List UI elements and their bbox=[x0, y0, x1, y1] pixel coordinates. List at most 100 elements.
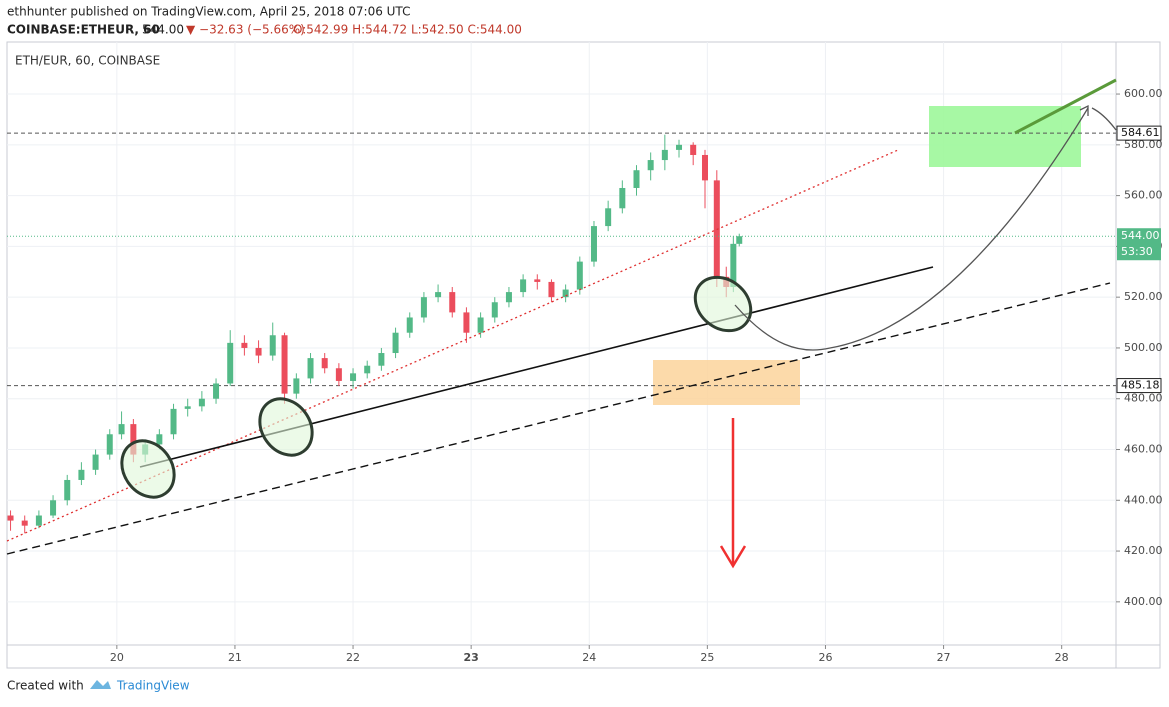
candle-body bbox=[364, 365, 371, 374]
candle-body bbox=[590, 226, 597, 262]
candle-body bbox=[406, 317, 413, 333]
y-tick-label: 400.00 bbox=[1124, 595, 1163, 608]
x-tick-label: 20 bbox=[110, 651, 124, 664]
y-tick-label: 440.00 bbox=[1124, 493, 1163, 506]
candle-body bbox=[676, 144, 683, 150]
frame bbox=[6, 41, 1161, 669]
candle-body bbox=[35, 515, 42, 526]
candle-body bbox=[213, 383, 220, 399]
level-label: 584.61 bbox=[1121, 126, 1160, 139]
candle-body bbox=[50, 500, 57, 516]
candle-body bbox=[156, 434, 163, 445]
y-tick-label: 580.00 bbox=[1124, 138, 1163, 151]
candle-body bbox=[106, 434, 113, 455]
x-tick-label: 23 bbox=[463, 651, 478, 664]
last-price-label: 544.00 bbox=[1121, 229, 1160, 242]
y-tick-label: 500.00 bbox=[1124, 341, 1163, 354]
target-line bbox=[1014, 78, 1117, 135]
candle-body bbox=[118, 424, 125, 435]
candle-body bbox=[255, 347, 262, 356]
candle-body bbox=[690, 144, 697, 155]
chart-title: ETH/EUR, 60, COINBASE bbox=[15, 54, 160, 68]
x-tick-label: 27 bbox=[937, 651, 951, 664]
x-tick-label: 21 bbox=[228, 651, 242, 664]
candle-body bbox=[449, 292, 456, 313]
y-tick-label: 560.00 bbox=[1124, 189, 1163, 202]
highlight bbox=[693, 275, 753, 333]
candle-body bbox=[633, 170, 640, 188]
candle-body bbox=[505, 292, 512, 303]
candle-body bbox=[491, 302, 498, 318]
x-tick-label: 24 bbox=[582, 651, 596, 664]
candle-body bbox=[435, 292, 442, 298]
y-tick-label: 460.00 bbox=[1124, 443, 1163, 456]
channel-line bbox=[6, 282, 1111, 555]
candle-body bbox=[576, 261, 583, 290]
candle-body bbox=[520, 279, 527, 293]
candle-body bbox=[605, 208, 612, 227]
highlight bbox=[258, 397, 314, 457]
candle-body bbox=[184, 406, 191, 409]
candle-body bbox=[269, 335, 276, 356]
last: 544.00 bbox=[142, 23, 184, 37]
highlight bbox=[120, 439, 176, 499]
candle-body bbox=[335, 368, 342, 381]
candle-body bbox=[661, 149, 668, 161]
down-arrow-head bbox=[719, 545, 747, 569]
candle-body bbox=[548, 281, 555, 298]
y-tick-label: 600.00 bbox=[1124, 87, 1163, 100]
candle-body bbox=[78, 469, 85, 480]
y-tick-label: 520.00 bbox=[1124, 290, 1163, 303]
candle-body bbox=[130, 424, 137, 455]
y-tick-label: 420.00 bbox=[1124, 544, 1163, 557]
candle-body bbox=[736, 236, 743, 244]
symbol: COINBASE:ETHEUR, 60 bbox=[7, 23, 160, 37]
footer-text: Created with bbox=[7, 679, 84, 693]
countdown: 53:30 bbox=[1121, 245, 1153, 258]
arrow-head bbox=[1079, 104, 1089, 116]
candle-body bbox=[420, 297, 427, 318]
ohlc: O:542.99 H:544.72 L:542.50 C:544.00 bbox=[293, 23, 522, 37]
candle-body bbox=[701, 154, 708, 181]
publisher: ethhunter published on TradingView.com, … bbox=[7, 5, 410, 19]
candle-body bbox=[562, 289, 569, 298]
trend-line bbox=[6, 149, 899, 542]
support-zone bbox=[653, 360, 800, 405]
candle-body bbox=[477, 317, 484, 333]
candle-body bbox=[392, 332, 399, 354]
candle-body bbox=[730, 243, 737, 288]
x-tick-label: 25 bbox=[700, 651, 714, 664]
projection-curve bbox=[1091, 107, 1117, 131]
x-tick-label: 26 bbox=[818, 651, 832, 664]
candle-body bbox=[64, 479, 71, 501]
candle-body bbox=[350, 373, 357, 381]
last-price-tag bbox=[1117, 228, 1161, 261]
candle-body bbox=[21, 520, 28, 526]
candle-body bbox=[534, 279, 541, 282]
candle-body bbox=[321, 358, 328, 369]
candle-body bbox=[227, 342, 234, 384]
candle-body bbox=[198, 398, 205, 407]
candle-body bbox=[241, 342, 248, 348]
candle-body bbox=[463, 312, 470, 333]
candle-body bbox=[170, 408, 177, 435]
footer-brand[interactable]: TradingView bbox=[116, 679, 190, 693]
candle-body bbox=[647, 160, 654, 171]
target-zone bbox=[929, 106, 1081, 167]
footer bbox=[0, 670, 1169, 703]
candle-body bbox=[293, 378, 300, 394]
candle-body bbox=[92, 454, 99, 470]
candle-body bbox=[713, 180, 720, 277]
candle-body bbox=[378, 353, 385, 366]
projection-curve bbox=[734, 107, 1089, 351]
candle-body bbox=[281, 335, 288, 394]
x-tick-label: 22 bbox=[346, 651, 360, 664]
level-tag bbox=[1116, 378, 1162, 394]
logo bbox=[90, 680, 111, 689]
level-tag bbox=[1116, 125, 1162, 141]
candle-body bbox=[7, 515, 14, 521]
x-tick-label: 28 bbox=[1055, 651, 1069, 664]
y-tick-label: 480.00 bbox=[1124, 392, 1163, 405]
